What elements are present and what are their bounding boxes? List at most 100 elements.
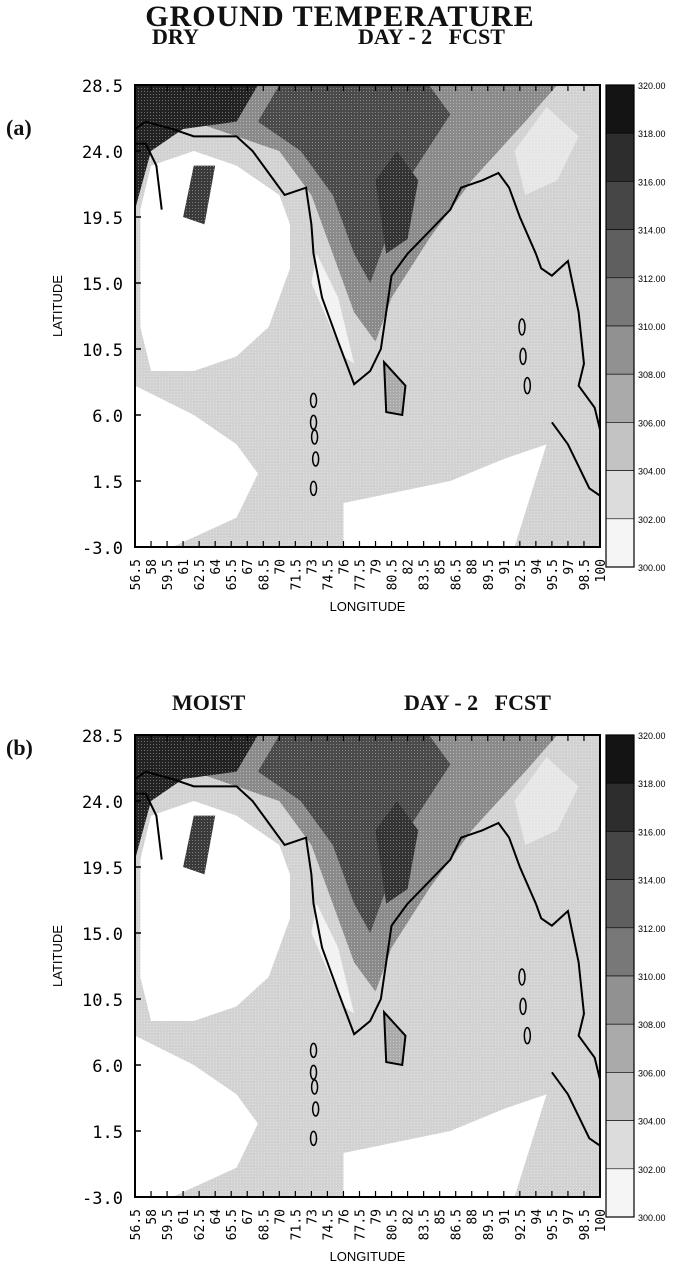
andaman-island bbox=[523, 1026, 532, 1045]
x-tick-label: 82 bbox=[402, 1209, 417, 1225]
panel-b-subtitle-left: MOIST bbox=[172, 690, 246, 715]
x-tick-label: 71.5 bbox=[289, 559, 304, 590]
x-tick-label: 65.5 bbox=[225, 1209, 240, 1240]
x-tick-label: 59.5 bbox=[161, 559, 176, 590]
panel-a-subtitle-left: DRY bbox=[152, 24, 199, 49]
colorbar-label: 308.00 bbox=[638, 1020, 666, 1030]
maldives-island bbox=[309, 1064, 318, 1081]
x-tick-label: 100 bbox=[594, 1209, 609, 1232]
coastline-sumatra bbox=[551, 421, 601, 497]
colorbar-label: 300.00 bbox=[638, 563, 666, 573]
colorbar-label: 318.00 bbox=[638, 779, 666, 789]
colorbar-label: 320.00 bbox=[638, 731, 666, 741]
y-tick-label: 15.0 bbox=[82, 925, 123, 945]
x-tick-label: 89.5 bbox=[482, 1209, 497, 1240]
y-tick-label: -3.0 bbox=[82, 539, 123, 559]
colorbar-swatch bbox=[605, 1168, 635, 1218]
y-axis-label: LATITUDE bbox=[50, 275, 65, 337]
x-tick-label: 97 bbox=[562, 1209, 577, 1225]
colorbar-label: 300.00 bbox=[638, 1213, 666, 1223]
temperature-field bbox=[135, 735, 600, 1197]
maldives-island bbox=[309, 414, 318, 431]
x-tick-label: 86.5 bbox=[450, 559, 465, 590]
colorbar-label: 308.00 bbox=[638, 370, 666, 380]
y-tick-label: 10.5 bbox=[82, 341, 123, 361]
x-tick-label: 77.5 bbox=[353, 1209, 368, 1240]
x-tick-label: 89.5 bbox=[482, 559, 497, 590]
maldives-island bbox=[309, 392, 318, 409]
colorbar-swatch bbox=[605, 879, 635, 929]
x-tick-label: 56.5 bbox=[129, 1209, 144, 1240]
x-tick-label: 98.5 bbox=[578, 559, 593, 590]
maldives-island bbox=[310, 429, 319, 445]
x-tick-label: 65.5 bbox=[225, 559, 240, 590]
x-tick-label: 56.5 bbox=[129, 559, 144, 590]
y-tick-label: 19.5 bbox=[82, 209, 123, 229]
y-tick-label: 19.5 bbox=[82, 859, 123, 879]
colorbar-label: 304.00 bbox=[638, 467, 666, 477]
colorbar-swatch bbox=[605, 84, 635, 134]
x-tick-label: 88 bbox=[466, 559, 481, 575]
x-tick-label: 77.5 bbox=[353, 559, 368, 590]
plot-frame bbox=[134, 734, 601, 1198]
y-tick-label: 1.5 bbox=[92, 1123, 123, 1143]
colorbar-swatch bbox=[605, 782, 635, 832]
x-tick-label: 74.5 bbox=[321, 1209, 336, 1240]
maldives-island bbox=[309, 1042, 318, 1059]
colorbar-swatch bbox=[605, 470, 635, 520]
x-tick-label: 95.5 bbox=[546, 559, 561, 590]
x-tick-label: 92.5 bbox=[514, 1209, 529, 1240]
colorbar-label: 312.00 bbox=[638, 274, 666, 284]
maldives-island bbox=[310, 1079, 319, 1095]
y-axis-label: LATITUDE bbox=[50, 925, 65, 987]
y-tick-label: 1.5 bbox=[92, 473, 123, 493]
x-tick-label: 76 bbox=[337, 1209, 352, 1225]
x-tick-label: 67 bbox=[241, 559, 256, 575]
colorbar-label: 316.00 bbox=[638, 177, 666, 187]
coastline-sri-lanka bbox=[382, 1009, 407, 1067]
colorbar-label: 316.00 bbox=[638, 827, 666, 837]
colorbar-label: 302.00 bbox=[638, 1165, 666, 1175]
colorbar-swatch bbox=[605, 734, 635, 784]
x-tick-label: 59.5 bbox=[161, 1209, 176, 1240]
andaman-island bbox=[519, 347, 527, 366]
y-tick-label: 28.5 bbox=[82, 77, 123, 97]
panel-a-subtitle-right: DAY - 2 FCST bbox=[358, 24, 505, 49]
colorbar-label: 314.00 bbox=[638, 876, 666, 886]
x-tick-label: 61 bbox=[177, 559, 192, 575]
x-tick-label: 64 bbox=[209, 1209, 224, 1225]
y-tick-label: 24.0 bbox=[82, 143, 123, 163]
andaman-island bbox=[519, 997, 527, 1016]
x-tick-label: 88 bbox=[466, 1209, 481, 1225]
maldives-island bbox=[309, 480, 318, 497]
x-tick-label: 79 bbox=[370, 559, 385, 575]
y-tick-label: 6.0 bbox=[92, 407, 123, 427]
panel-b-label: (b) bbox=[6, 735, 33, 760]
coastline-sri-lanka bbox=[382, 359, 407, 417]
colorbar-swatch bbox=[605, 518, 635, 568]
x-tick-label: 74.5 bbox=[321, 559, 336, 590]
y-tick-label: -3.0 bbox=[82, 1189, 123, 1209]
x-tick-label: 80.5 bbox=[386, 1209, 401, 1240]
colorbar-label: 306.00 bbox=[638, 1068, 666, 1078]
colorbar-frame bbox=[605, 84, 635, 568]
x-tick-label: 76 bbox=[337, 559, 352, 575]
x-tick-label: 94 bbox=[530, 559, 545, 575]
x-tick-label: 68.5 bbox=[257, 1209, 272, 1240]
colorbar-label: 318.00 bbox=[638, 129, 666, 139]
x-tick-label: 86.5 bbox=[450, 1209, 465, 1240]
colorbar-label: 320.00 bbox=[638, 81, 666, 91]
colorbar-swatch bbox=[605, 181, 635, 230]
maldives-island bbox=[311, 1101, 320, 1117]
colorbar-swatch bbox=[605, 132, 635, 182]
coastline-sumatra bbox=[551, 1071, 601, 1147]
colorbar-swatch bbox=[605, 325, 635, 375]
x-tick-label: 79 bbox=[370, 1209, 385, 1225]
y-tick-label: 24.0 bbox=[82, 793, 123, 813]
y-tick-label: 15.0 bbox=[82, 275, 123, 295]
x-tick-label: 70 bbox=[273, 559, 288, 575]
colorbar-label: 304.00 bbox=[638, 1117, 666, 1127]
figure-title: GROUND TEMPERATURE bbox=[145, 0, 535, 33]
x-tick-label: 94 bbox=[530, 1209, 545, 1225]
maldives-island bbox=[311, 451, 320, 467]
